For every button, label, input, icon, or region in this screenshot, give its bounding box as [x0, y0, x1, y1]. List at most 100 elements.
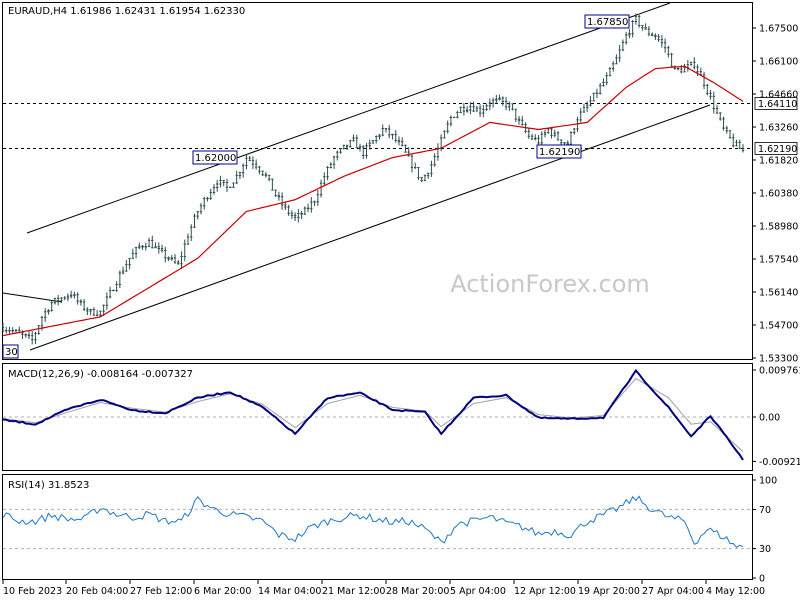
candle-101: [329, 162, 333, 169]
level-label-box-0: [754, 97, 798, 110]
candle-64: [209, 188, 212, 200]
rsi-panel-title: RSI(14) 31.8523: [8, 480, 89, 491]
macd-panel-title: MACD(12,26,9) -0.008164 -0.007327: [8, 369, 193, 380]
candle-122: [397, 136, 401, 146]
candle-171: [556, 131, 560, 141]
candle-44: [144, 242, 148, 251]
candle-15: [50, 300, 53, 312]
candle-22: [73, 291, 76, 299]
candle-70: [228, 186, 232, 188]
candle-165: [537, 135, 540, 146]
candle-110: [358, 143, 362, 152]
candle-40: [131, 248, 135, 259]
candle-178: [579, 108, 582, 123]
annotation-1: 1.62000: [195, 153, 236, 164]
candle-224: [728, 130, 732, 139]
candle-172: [560, 139, 563, 146]
level-label-box-1: [754, 142, 798, 155]
price-tick-label-5: 1.60380: [759, 189, 798, 200]
macd-tick-label-1: 0.00: [759, 413, 780, 424]
candle-11: [37, 325, 40, 335]
rsi-tick-label-0: 100: [759, 476, 777, 487]
candle-179: [582, 103, 586, 113]
candle-73: [238, 171, 242, 180]
candle-181: [589, 95, 592, 107]
x-tick-label-6: 28 Mar 20:00: [386, 586, 449, 597]
candle-103: [336, 150, 339, 161]
candle-147: [478, 104, 482, 117]
candle-185: [602, 78, 605, 87]
candle-14: [47, 309, 50, 315]
candle-1: [5, 326, 8, 334]
candle-16: [53, 297, 57, 305]
candle-139: [452, 116, 456, 118]
candle-17: [56, 294, 60, 306]
candle-130: [423, 174, 427, 182]
candle-59: [193, 213, 196, 229]
candle-192: [624, 31, 628, 45]
candle-204: [663, 38, 667, 53]
candle-174: [566, 140, 569, 145]
candle-90: [293, 212, 297, 222]
candle-39: [128, 257, 131, 270]
candle-85: [277, 191, 281, 201]
candle-136: [443, 130, 446, 139]
candle-124: [404, 144, 407, 153]
candle-188: [611, 61, 615, 72]
level-label-0: 1.64110: [758, 99, 797, 110]
candle-182: [592, 92, 595, 102]
candle-65: [212, 184, 216, 195]
candle-221: [719, 112, 722, 121]
candle-43: [141, 245, 144, 250]
candle-162: [527, 127, 530, 139]
candle-4: [14, 328, 18, 333]
macd-tick-label-0: 0.009761: [759, 365, 800, 376]
candle-29: [95, 309, 99, 317]
candle-153: [498, 94, 501, 101]
candle-55: [180, 251, 183, 269]
price-tick-label-1: 1.66100: [759, 57, 798, 68]
candle-141: [459, 106, 462, 114]
candle-83: [271, 178, 274, 191]
x-tick-label-0: 10 Feb 2023: [3, 586, 62, 597]
candle-194: [631, 19, 634, 38]
candle-7: [24, 333, 27, 338]
annotation-box-high: [584, 14, 630, 29]
price-layer: [1, 13, 752, 345]
candle-206: [670, 52, 673, 67]
watermark: ActionForex.com: [450, 270, 650, 298]
price-tick-label-9: 1.54700: [759, 321, 798, 332]
candle-138: [449, 115, 453, 127]
candle-25: [82, 299, 86, 312]
candle-137: [446, 120, 449, 134]
candle-184: [598, 82, 602, 95]
candle-205: [667, 45, 670, 58]
candle-24: [79, 299, 83, 306]
candle-82: [267, 174, 271, 182]
candle-166: [540, 131, 543, 145]
candle-13: [43, 307, 47, 322]
candle-78: [254, 159, 258, 170]
candle-189: [615, 54, 618, 65]
candle-213: [693, 57, 696, 70]
candle-208: [676, 67, 680, 71]
candle-50: [164, 246, 167, 263]
candle-45: [147, 237, 151, 248]
candle-159: [517, 115, 521, 125]
candle-63: [206, 196, 209, 202]
candle-123: [401, 137, 404, 147]
annotation-2: 1.62190: [539, 147, 580, 158]
candle-31: [102, 304, 105, 316]
price-tick-label-8: 1.56140: [759, 288, 798, 299]
candle-68: [222, 179, 225, 187]
price-tick-label-10: 1.53300: [759, 354, 798, 365]
candle-10: [34, 331, 37, 345]
candle-86: [280, 192, 284, 210]
x-tick-label-5: 21 Mar 12:00: [322, 586, 385, 597]
candle-200: [650, 32, 654, 37]
candle-48: [157, 242, 160, 254]
candle-223: [725, 125, 728, 134]
candle-97: [316, 189, 320, 206]
annotation-box-1: [192, 150, 238, 165]
